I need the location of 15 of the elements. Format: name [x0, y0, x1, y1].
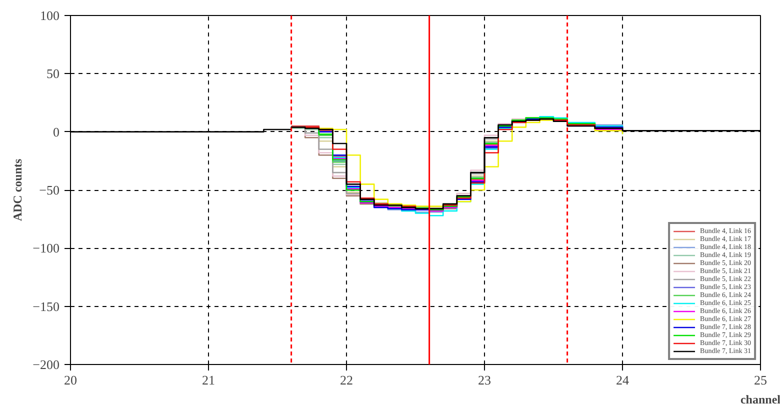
y-tick-label: 100 — [40, 8, 60, 23]
x-tick-label: 25 — [754, 372, 767, 388]
y-tick-label: 50 — [46, 66, 60, 82]
y-tick-label: −100 — [32, 240, 60, 256]
x-tick-label: 24 — [616, 372, 630, 388]
y-tick-label: −50 — [39, 182, 60, 198]
x-tick-label: 20 — [64, 372, 77, 388]
y-axis-title: ADC counts — [10, 158, 25, 222]
y-tick-label: −150 — [32, 298, 60, 314]
x-tick-label: 23 — [478, 372, 491, 388]
x-tick-label: 21 — [202, 372, 215, 388]
y-tick-label: 0 — [53, 124, 60, 140]
x-tick-label: 22 — [340, 372, 353, 388]
x-axis-title: channel — [740, 392, 780, 406]
y-tick-label: −200 — [32, 357, 60, 372]
